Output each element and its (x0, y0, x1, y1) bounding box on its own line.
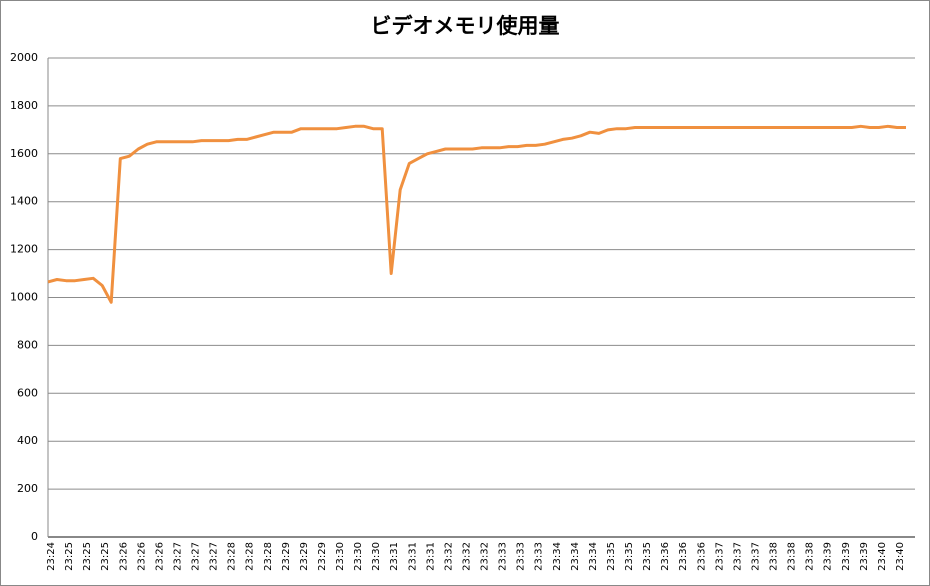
x-tick-label: 23:31 (389, 542, 400, 571)
y-tick-label: 1600 (10, 147, 38, 160)
x-tick-label: 23:27 (172, 542, 183, 571)
x-tick-label: 23:28 (245, 542, 256, 571)
x-tick-label: 23:27 (209, 542, 220, 571)
y-tick-label: 800 (17, 338, 38, 351)
x-tick-label: 23:38 (805, 542, 816, 571)
x-tick-label: 23:30 (335, 542, 346, 571)
y-tick-label: 1000 (10, 291, 38, 304)
x-tick-label: 23:32 (443, 542, 454, 571)
x-tick-label: 23:29 (281, 542, 292, 571)
x-tick-label: 23:32 (461, 542, 472, 571)
x-tick-label: 23:29 (317, 542, 328, 571)
x-tick-label: 23:28 (227, 542, 238, 571)
x-tick-label: 23:27 (191, 542, 202, 571)
x-tick-label: 23:25 (82, 542, 93, 571)
x-tick-label: 23:33 (516, 542, 527, 571)
x-tick-label: 23:31 (407, 542, 418, 571)
x-tick-label: 23:26 (154, 542, 165, 571)
x-tick-label: 23:39 (841, 542, 852, 571)
y-tick-label: 600 (17, 386, 38, 399)
x-tick-label: 23:40 (895, 542, 906, 571)
y-tick-label: 400 (17, 434, 38, 447)
x-tick-label: 23:40 (877, 542, 888, 571)
x-tick-label: 23:33 (534, 542, 545, 571)
x-tick-label: 23:38 (769, 542, 780, 571)
x-tick-label: 23:34 (588, 542, 599, 571)
y-tick-label: 2000 (10, 51, 38, 64)
x-tick-label: 23:36 (696, 542, 707, 571)
y-tick-label: 1200 (10, 243, 38, 256)
x-tick-label: 23:32 (480, 542, 491, 571)
y-tick-label: 0 (31, 530, 38, 543)
x-tick-label: 23:35 (642, 542, 653, 571)
x-tick-label: 23:37 (714, 542, 725, 571)
x-tick-label: 23:39 (859, 542, 870, 571)
x-tick-label: 23:30 (371, 542, 382, 571)
x-tick-label: 23:30 (353, 542, 364, 571)
x-tick-label: 23:26 (118, 542, 129, 571)
x-tick-label: 23:37 (732, 542, 743, 571)
x-tick-label: 23:36 (678, 542, 689, 571)
x-tick-label: 23:31 (425, 542, 436, 571)
x-tick-label: 23:34 (570, 542, 581, 571)
y-tick-label: 1400 (10, 195, 38, 208)
x-tick-label: 23:26 (136, 542, 147, 571)
x-tick-label: 23:29 (299, 542, 310, 571)
x-tick-label: 23:34 (552, 542, 563, 571)
x-tick-label: 23:36 (660, 542, 671, 571)
x-tick-label: 23:39 (823, 542, 834, 571)
x-tick-label: 23:28 (263, 542, 274, 571)
x-tick-label: 23:25 (100, 542, 111, 571)
x-tick-label: 23:38 (787, 542, 798, 571)
y-tick-label: 200 (17, 482, 38, 495)
x-tick-label: 23:33 (498, 542, 509, 571)
x-tick-label: 23:24 (46, 542, 57, 571)
x-tick-label: 23:35 (606, 542, 617, 571)
chart-title: ビデオメモリ使用量 (371, 14, 560, 38)
y-tick-label: 1800 (10, 99, 38, 112)
x-tick-label: 23:25 (64, 542, 75, 571)
x-tick-label: 23:37 (750, 542, 761, 571)
x-tick-label: 23:35 (624, 542, 635, 571)
data-line (47, 124, 906, 304)
